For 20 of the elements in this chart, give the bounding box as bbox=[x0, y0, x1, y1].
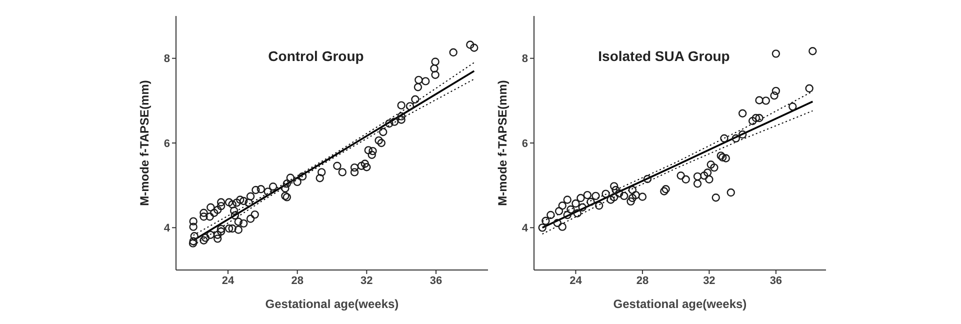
x-tick-label: 32 bbox=[703, 274, 716, 287]
x-tick-label: 24 bbox=[570, 274, 583, 287]
x-tick-label: 28 bbox=[636, 274, 649, 287]
y-tick-label: 4 bbox=[164, 222, 171, 235]
x-axis-title: Gestational age(weeks) bbox=[613, 297, 747, 311]
x-tick-label: 28 bbox=[291, 274, 304, 287]
text: Isolated SUA Group bbox=[597, 48, 731, 64]
y-tick-label: 6 bbox=[522, 138, 528, 150]
x-tick-label: 24 bbox=[222, 274, 235, 287]
text: Control Group bbox=[267, 48, 365, 64]
x-tick-label: 36 bbox=[430, 274, 442, 287]
y-tick-label: 8 bbox=[522, 53, 528, 66]
y-axis-title: M-mode f-TAPSE(mm) bbox=[495, 80, 510, 206]
x-axis-title: Gestational age(weeks) bbox=[265, 297, 399, 311]
y-tick-label: 6 bbox=[164, 138, 170, 150]
y-tick-label: 4 bbox=[522, 222, 529, 235]
x-tick-label: 36 bbox=[770, 274, 782, 287]
x-tick-label: 32 bbox=[360, 274, 373, 287]
y-axis-title: M-mode f-TAPSE(mm) bbox=[137, 80, 152, 206]
y-tick-label: 8 bbox=[164, 53, 170, 66]
